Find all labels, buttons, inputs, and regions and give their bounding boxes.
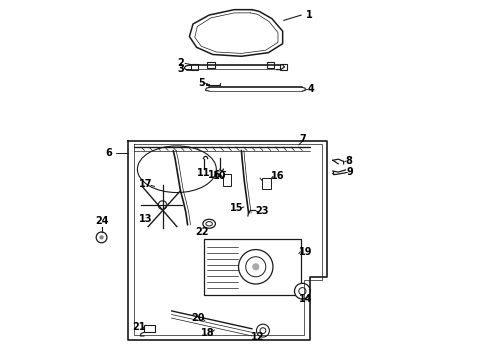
Circle shape bbox=[99, 235, 104, 239]
Text: 12: 12 bbox=[251, 332, 264, 342]
Text: 16: 16 bbox=[208, 170, 221, 180]
Text: 8: 8 bbox=[345, 156, 352, 166]
Text: 5: 5 bbox=[198, 78, 205, 88]
Circle shape bbox=[252, 263, 259, 270]
Circle shape bbox=[245, 257, 266, 277]
Circle shape bbox=[294, 283, 310, 299]
Text: 10: 10 bbox=[213, 171, 227, 181]
Ellipse shape bbox=[137, 146, 216, 193]
Text: 16: 16 bbox=[270, 171, 284, 181]
Text: 9: 9 bbox=[346, 167, 353, 177]
FancyBboxPatch shape bbox=[204, 239, 300, 295]
Text: 3: 3 bbox=[177, 64, 184, 74]
Text: 2: 2 bbox=[177, 58, 184, 68]
Bar bbox=[267, 62, 274, 68]
Text: 23: 23 bbox=[255, 206, 269, 216]
Ellipse shape bbox=[203, 219, 216, 228]
Circle shape bbox=[260, 328, 266, 333]
Text: 22: 22 bbox=[195, 227, 209, 237]
Text: 7: 7 bbox=[299, 134, 306, 144]
Text: 20: 20 bbox=[192, 313, 205, 323]
Text: 17: 17 bbox=[139, 179, 152, 189]
Text: 14: 14 bbox=[298, 294, 312, 304]
Text: 18: 18 bbox=[200, 328, 214, 338]
Ellipse shape bbox=[206, 222, 212, 226]
Text: 15: 15 bbox=[230, 203, 244, 213]
Text: 6: 6 bbox=[105, 148, 112, 158]
Text: 1: 1 bbox=[306, 10, 313, 20]
Bar bbox=[262, 178, 271, 189]
Circle shape bbox=[256, 324, 270, 337]
Bar bbox=[191, 64, 198, 70]
Bar bbox=[223, 174, 231, 186]
Bar bbox=[207, 62, 215, 68]
Circle shape bbox=[239, 249, 273, 284]
Bar bbox=[144, 324, 155, 332]
Text: 11: 11 bbox=[197, 168, 211, 178]
Bar bbox=[280, 64, 287, 70]
Circle shape bbox=[96, 232, 107, 243]
Circle shape bbox=[158, 201, 167, 210]
Text: 24: 24 bbox=[95, 216, 108, 226]
Text: 13: 13 bbox=[139, 215, 152, 224]
Text: 19: 19 bbox=[298, 247, 312, 257]
Text: 4: 4 bbox=[307, 84, 314, 94]
Text: 21: 21 bbox=[132, 322, 146, 332]
Circle shape bbox=[299, 288, 306, 295]
